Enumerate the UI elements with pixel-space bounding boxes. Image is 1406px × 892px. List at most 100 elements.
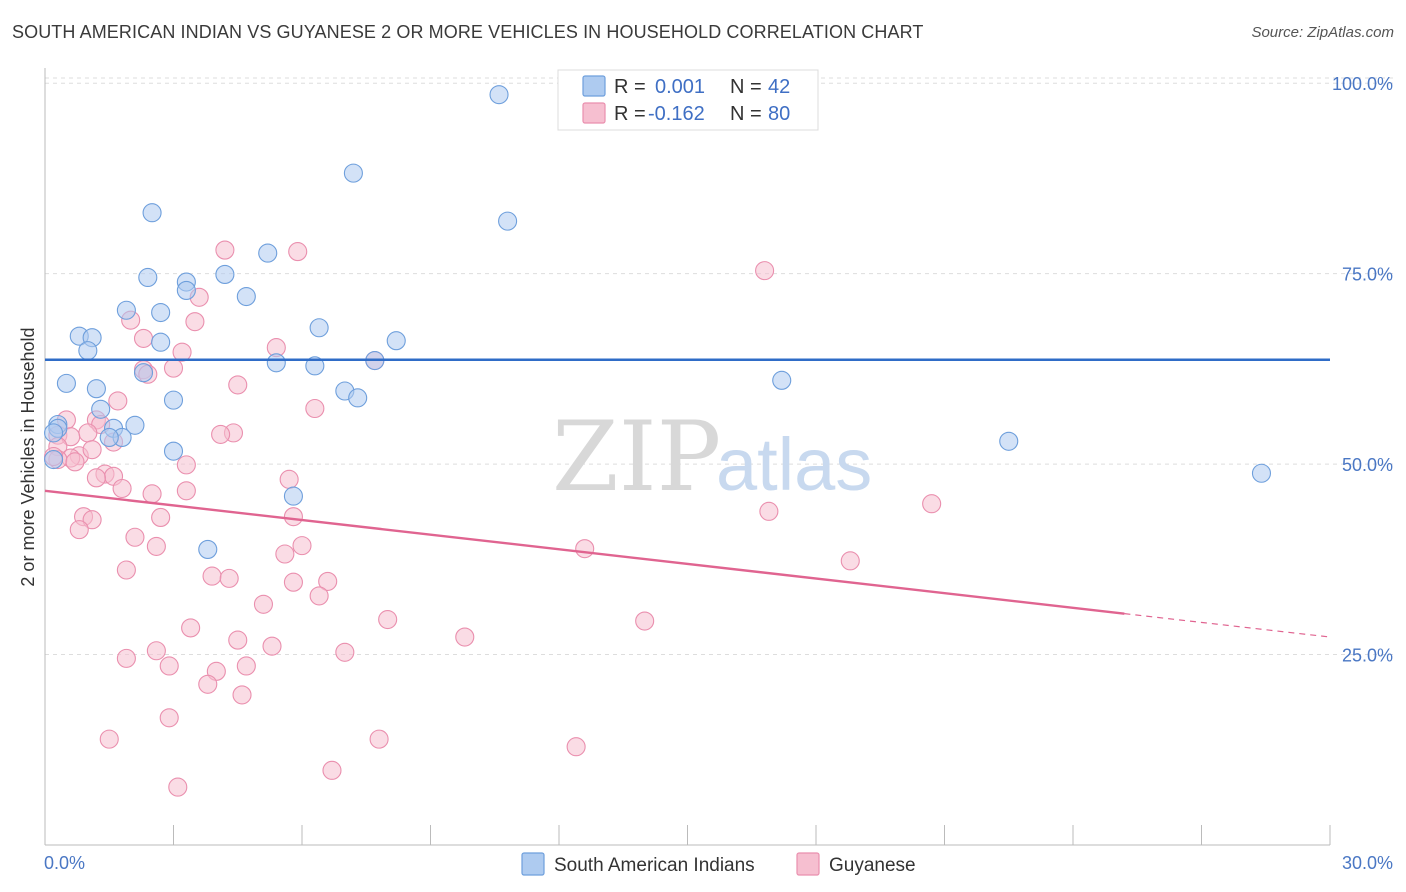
guyanese-point: [116, 560, 136, 580]
guyanese-point: [215, 240, 235, 260]
guyanese-point: [82, 440, 102, 460]
guyanese-point: [108, 391, 128, 411]
guyanese-point: [151, 507, 171, 527]
south-american-indian-point: [56, 373, 76, 393]
guyanese-point: [86, 468, 106, 488]
guyanese-point: [279, 469, 299, 489]
legend-r-value-1: 0.001: [655, 76, 705, 98]
y-tick-label: 100.0%: [1332, 74, 1393, 94]
guyanese-point: [262, 636, 282, 656]
guyanese-point: [65, 452, 85, 472]
guyanese-point: [228, 375, 248, 395]
guyanese-trend-solid: [44, 489, 1125, 615]
guyanese-point: [378, 609, 398, 630]
legend-n-label-1: N =: [730, 76, 762, 98]
guyanese-point: [219, 568, 239, 588]
guyanese-point: [275, 544, 295, 564]
south-american-indian-point: [99, 427, 119, 448]
guyanese-point: [322, 760, 342, 780]
guyanese-point: [455, 627, 475, 647]
y-tick-label: 75.0%: [1342, 265, 1393, 285]
bottom-legend: South American Indians Guyanese: [521, 852, 916, 876]
south-american-indian-point: [348, 388, 368, 408]
guyanese-point: [99, 729, 119, 749]
south-american-indian-point: [163, 441, 184, 461]
guyanese-point: [181, 618, 201, 638]
legend-r-label-1: R =: [614, 76, 646, 98]
y-tick-label: 25.0%: [1342, 646, 1393, 666]
south-american-indian-point: [489, 85, 509, 105]
guyanese-point: [232, 685, 252, 705]
y-axis-label: 2 or more Vehicles in Household: [18, 327, 38, 586]
guyanese-point: [283, 507, 303, 527]
south-american-indian-point: [309, 318, 329, 338]
guyanese-point: [133, 328, 154, 348]
guyanese-point: [112, 478, 132, 499]
guyanese-point: [146, 536, 166, 556]
guyanese-point: [116, 648, 136, 668]
guyanese-point: [78, 423, 98, 443]
legend-swatch-blue: [582, 75, 606, 97]
south-american-indian-point: [198, 539, 218, 559]
guyanese-point: [309, 586, 329, 606]
guyanese-point: [369, 729, 389, 749]
south-american-indian-point: [91, 399, 111, 419]
legend-swatch-pink: [582, 102, 606, 124]
x-tick-label-max: 30.0%: [1342, 853, 1393, 873]
south-american-indian-point: [163, 390, 184, 410]
guyanese-point: [69, 520, 89, 540]
south-american-indian-point: [151, 302, 171, 323]
south-american-indian-point: [86, 379, 106, 399]
guyanese-point: [159, 656, 179, 676]
guyanese-point: [292, 536, 312, 556]
guyanese-point: [82, 510, 102, 530]
south-american-indian-point: [1251, 463, 1272, 483]
guyanese-point: [840, 551, 860, 571]
bottom-legend-label-blue: South American Indians: [554, 855, 755, 876]
legend-r-label-2: R =: [614, 103, 646, 125]
guyanese-point: [335, 642, 355, 662]
south-american-indian-point: [125, 415, 145, 435]
south-american-indian-point: [266, 353, 286, 373]
guyanese-point: [202, 566, 222, 586]
guyanese-point: [176, 455, 196, 475]
guyanese-point: [575, 539, 595, 559]
legend-n-value-2: 80: [768, 103, 790, 125]
guyanese-points: [44, 240, 942, 797]
guyanese-point: [755, 261, 775, 281]
guyanese-point: [318, 571, 338, 591]
x-tick-labels: 0.0% 30.0%: [44, 853, 1393, 873]
south-american-indian-point: [133, 363, 154, 383]
guyanese-point: [125, 527, 145, 547]
chart-title: SOUTH AMERICAN INDIAN VS GUYANESE 2 OR M…: [12, 22, 924, 42]
chart-source: Source: ZipAtlas.com: [1251, 24, 1394, 41]
south-american-indian-point: [151, 332, 171, 352]
legend: R = 0.001 N = 42 R = -0.162 N = 80: [557, 69, 819, 131]
legend-n-value-1: 42: [768, 76, 790, 98]
guyanese-point: [185, 312, 205, 332]
south-american-indian-point: [215, 264, 235, 284]
south-american-indian-point: [283, 486, 303, 506]
guyanese-point: [922, 494, 942, 514]
guyanese-trend-dashed: [1124, 613, 1331, 638]
guyanese-point: [176, 481, 196, 501]
guyanese-point: [159, 708, 179, 728]
watermark-zip: ZIP: [552, 401, 721, 513]
y-tick-label: 50.0%: [1342, 455, 1393, 475]
guyanese-point: [163, 358, 184, 378]
south-american-indian-point: [44, 423, 64, 443]
south-american-indian-point: [78, 341, 98, 361]
trend-lines: [44, 358, 1331, 638]
south-american-indians-points: [44, 85, 1272, 559]
south-american-indian-point: [343, 163, 363, 183]
guyanese-point: [211, 424, 231, 444]
legend-r-value-2: -0.162: [648, 103, 705, 125]
south-american-indian-point: [44, 449, 64, 470]
guyanese-point: [566, 737, 586, 757]
watermark-atlas: atlas: [716, 423, 872, 506]
south-american-indian-point: [138, 267, 158, 288]
watermark: ZIP atlas: [552, 401, 872, 513]
y-tick-labels: 25.0% 50.0% 75.0% 100.0%: [1332, 74, 1393, 665]
legend-n-label-2: N =: [730, 103, 762, 125]
